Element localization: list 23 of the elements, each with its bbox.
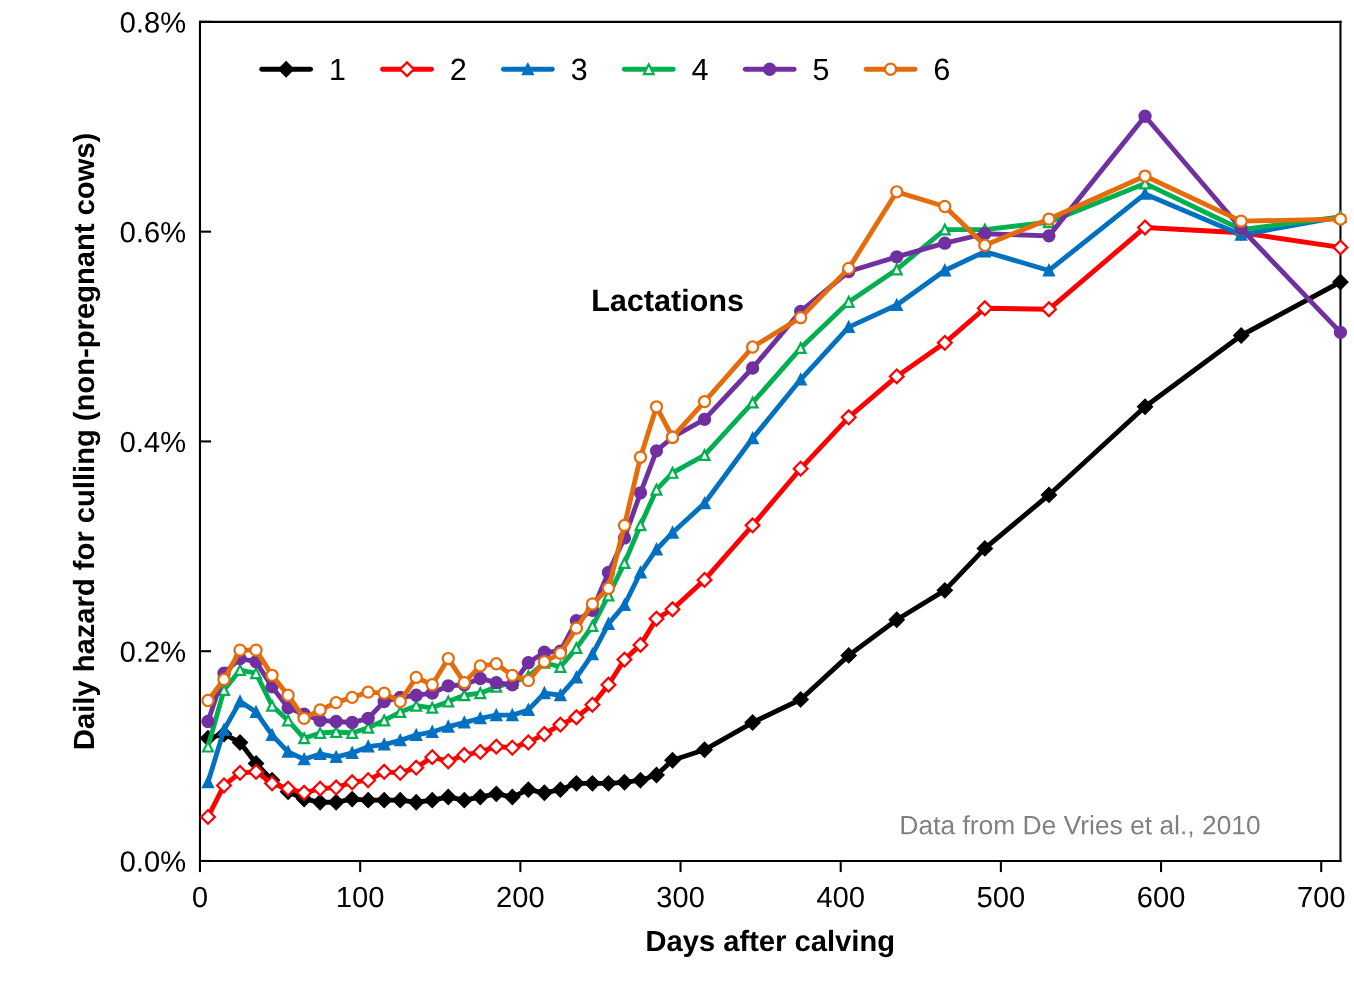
y-tick-label: 0.4% — [120, 431, 186, 453]
x-tick-label: 0 — [193, 886, 207, 908]
y-tick-label: 0.2% — [120, 641, 186, 663]
y-axis-title: Daily hazard for culling (non-pregnant cows) — [72, 134, 101, 749]
x-tick-label: 700 — [1298, 886, 1345, 908]
y-tick-label: 0.0% — [120, 851, 186, 872]
x-tick-label: 600 — [1138, 886, 1185, 908]
x-tick-label: 300 — [657, 886, 704, 908]
annotation: Data from De Vries et al., 2010 — [901, 815, 1260, 838]
annotation: Lactations — [593, 288, 743, 312]
x-tick-label: 400 — [817, 886, 864, 908]
legend-label: 4 — [692, 58, 708, 80]
x-tick-label: 200 — [497, 886, 544, 908]
legend-label: 5 — [813, 58, 829, 81]
x-tick-label: 100 — [338, 886, 384, 908]
legend-label: 3 — [571, 58, 587, 81]
x-tick-label: 500 — [977, 886, 1025, 908]
y-tick-label: 0.6% — [120, 221, 186, 243]
legend-label: 6 — [934, 58, 949, 81]
legend-label: 2 — [451, 58, 466, 80]
legend-label: 1 — [331, 58, 345, 80]
y-tick-label: 0.8% — [120, 12, 186, 33]
x-axis-title: Days after calving — [647, 929, 894, 958]
